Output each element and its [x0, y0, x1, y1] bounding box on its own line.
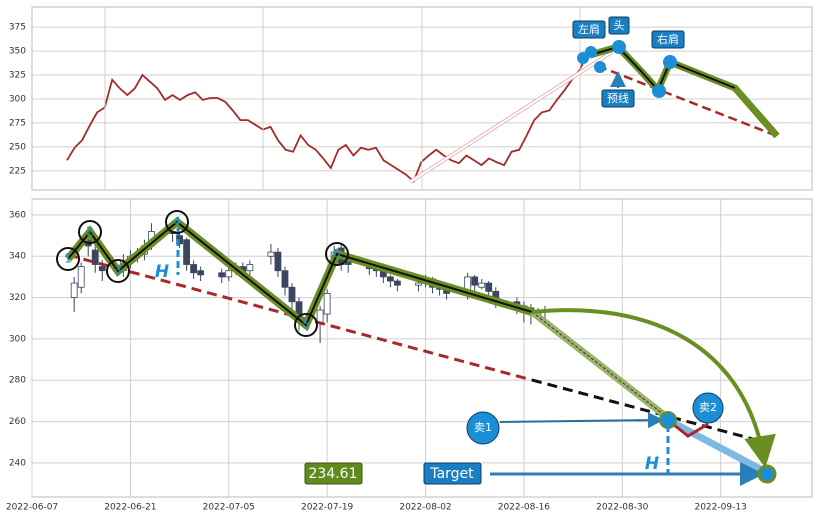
y-tick-label: 325: [9, 71, 26, 81]
candle-body: [190, 264, 198, 274]
annotation: 卖2: [699, 401, 717, 414]
x-tick-label: 2022-08-30: [596, 503, 649, 513]
point: [612, 40, 626, 54]
x-tick-label: 2022-07-19: [301, 503, 354, 513]
annotation: H: [155, 262, 169, 282]
x-tick-label: 2022-07-05: [203, 503, 255, 513]
candle-body: [77, 266, 85, 288]
candle-body: [70, 282, 78, 298]
annotation: 卖1: [474, 421, 492, 434]
annotation: 234.61: [309, 466, 358, 482]
pivot-label: 5: [302, 318, 310, 332]
marker: [692, 392, 724, 424]
pivot-label: 4: [173, 215, 181, 229]
y-tick-label: 260: [9, 417, 26, 427]
arrow: [531, 308, 776, 468]
annotation: 左肩: [578, 22, 600, 36]
bottom-panel: [31, 198, 813, 498]
marker: [466, 411, 500, 445]
candle-body: [386, 276, 394, 282]
x-tick-label: 2022-06-21: [104, 503, 156, 513]
tag: [601, 89, 635, 108]
point: [652, 84, 666, 98]
pivot-label: 3: [114, 264, 122, 278]
candle-body: [225, 270, 233, 278]
candle-body: [281, 270, 289, 288]
point: [594, 61, 606, 73]
annotation: Target: [429, 466, 474, 482]
candle-body: [267, 251, 275, 257]
y-tick-label: 280: [9, 376, 26, 386]
pivot-label: 1: [64, 252, 72, 266]
tag: [651, 30, 685, 49]
arrow: [409, 51, 613, 183]
candle-body: [471, 276, 479, 286]
point: [663, 55, 677, 69]
pivot: [294, 313, 318, 337]
x-tick-label: 2022-06-07: [6, 503, 58, 513]
y-tick-label: 360: [9, 210, 26, 220]
tag: [608, 16, 630, 35]
annotation: 预线: [607, 91, 629, 105]
y-tick-label: 300: [9, 94, 26, 104]
y-tick-label: 320: [9, 293, 26, 303]
candle-body: [394, 280, 401, 286]
y-tick-label: 250: [9, 142, 26, 152]
x-tick-label: 2022-08-16: [498, 503, 551, 513]
candle-body: [98, 266, 106, 272]
pivot: [165, 210, 189, 234]
trendline: [531, 378, 769, 445]
candle-body: [415, 282, 422, 286]
pivot-label: 6: [333, 247, 341, 261]
x-tick-label: 2022-09-13: [694, 503, 746, 513]
candle-body: [218, 272, 226, 278]
y-tick-label: 275: [9, 118, 26, 128]
candle-body: [91, 249, 99, 265]
zigzag: [67, 220, 533, 327]
tag: [304, 462, 363, 485]
candle-body: [485, 282, 493, 292]
annotation: 右肩: [657, 32, 679, 46]
tag: [423, 462, 482, 485]
y-tick-label: 350: [9, 47, 26, 57]
annotation: 头: [614, 19, 625, 32]
bottom-pattern: H H 卖1 卖2 Target 234.61: [64, 216, 777, 486]
y-tick-label: 375: [9, 23, 26, 33]
y-tick-label: 240: [9, 458, 26, 468]
candle-body: [183, 239, 190, 265]
point: [585, 46, 597, 58]
candle-body: [274, 251, 282, 272]
top-pattern: 左肩 头 右肩 预线: [408, 16, 780, 184]
candle-body: [316, 309, 324, 323]
x-tick-label: 2022-08-02: [399, 503, 451, 513]
arrow: [499, 412, 664, 429]
projection: [531, 311, 669, 419]
pivot: [106, 259, 130, 283]
pivot: [78, 220, 102, 244]
pivot: [56, 247, 80, 271]
pivot: [325, 242, 349, 266]
y-tick-label: 300: [9, 334, 26, 344]
pivot-label: 2: [86, 225, 94, 239]
y-tick-label: 340: [9, 252, 26, 262]
y-tick-label: 225: [9, 166, 26, 176]
point: [757, 464, 777, 484]
candle-body: [246, 264, 254, 272]
neckline: [597, 64, 778, 138]
price-line: [66, 54, 588, 183]
candle-body: [323, 293, 331, 315]
candle-body: [197, 270, 205, 276]
candle-body: [478, 282, 486, 288]
tag: [572, 20, 606, 39]
annotation: H: [645, 454, 659, 474]
candle-body: [288, 286, 296, 303]
